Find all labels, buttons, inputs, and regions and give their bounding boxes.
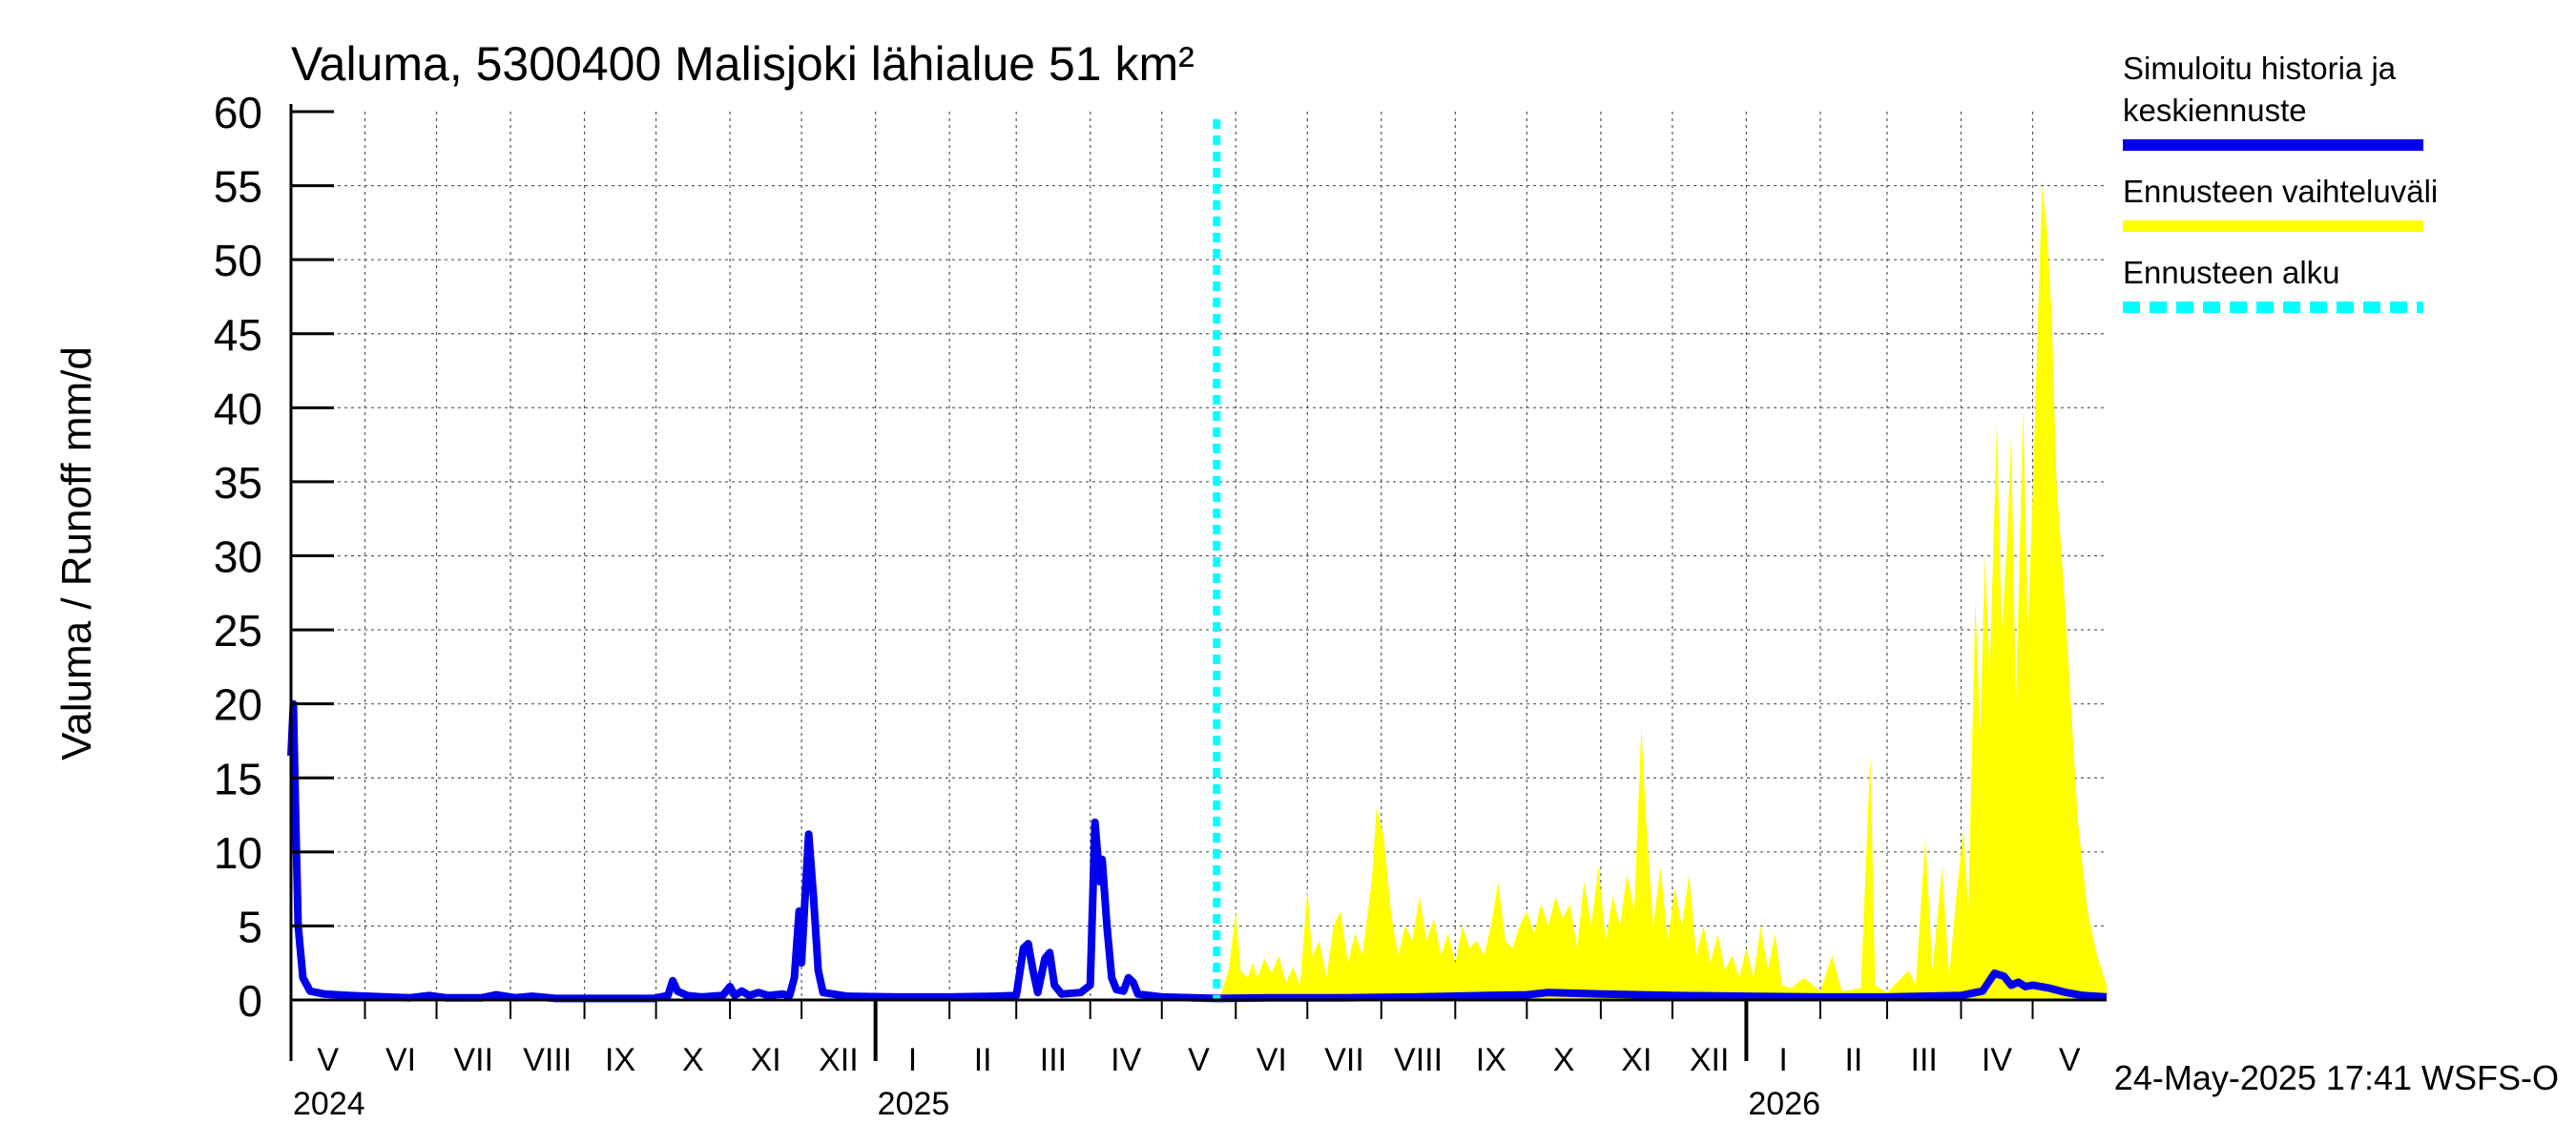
month-label: XI (1621, 1042, 1652, 1078)
legend-label: keskiennuste (2123, 93, 2307, 128)
month-label: VIII (523, 1042, 571, 1078)
y-tick-label: 35 (214, 458, 262, 508)
year-label: 2025 (878, 1086, 950, 1122)
month-label: X (682, 1042, 704, 1078)
y-tick-label: 30 (214, 532, 262, 582)
y-tick-label: 10 (214, 828, 262, 878)
month-label: II (974, 1042, 992, 1078)
legend-label: Ennusteen vaihteluväli (2123, 174, 2438, 209)
month-label: IV (1982, 1042, 2012, 1078)
legend: Simuloitu historia ja keskiennuste Ennuste… (2123, 51, 2438, 313)
y-axis-label: Valuma / Runoff mm/d (53, 346, 100, 760)
forecast-range-area (1216, 185, 2107, 1001)
y-tick-label: 50 (214, 236, 262, 285)
month-label: VI (385, 1042, 416, 1078)
month-label: IX (1476, 1042, 1506, 1078)
month-label: XII (1690, 1042, 1730, 1078)
chart-title: Valuma, 5300400 Malisjoki lähialue 51 km… (291, 37, 1195, 91)
month-label: VII (454, 1042, 494, 1078)
month-label: III (1040, 1042, 1067, 1078)
grid-lines (291, 112, 2107, 1000)
month-label: XII (819, 1042, 859, 1078)
y-tick-label: 20 (214, 680, 262, 730)
month-label: V (1188, 1042, 1210, 1078)
month-label: VII (1324, 1042, 1364, 1078)
y-tick-label: 40 (214, 384, 262, 433)
month-label: VI (1257, 1042, 1287, 1078)
y-tick-label: 0 (238, 976, 262, 1026)
y-tick-label: 5 (238, 902, 262, 951)
month-label: I (908, 1042, 917, 1078)
legend-label: Simuloitu historia ja (2123, 51, 2397, 86)
month-label: VIII (1394, 1042, 1443, 1078)
year-label: 2026 (1748, 1086, 1820, 1122)
y-tick-label: 15 (214, 754, 262, 803)
month-label: V (2059, 1042, 2081, 1078)
month-label: IX (605, 1042, 635, 1078)
y-tick-label: 60 (214, 88, 262, 137)
footer-timestamp: 24-May-2025 17:41 WSFS-O (2114, 1058, 2559, 1097)
month-label: II (1844, 1042, 1862, 1078)
month-label: V (317, 1042, 339, 1078)
month-label: III (1911, 1042, 1938, 1078)
simulated-history-line (287, 699, 2108, 1003)
forecast-range-layer (1216, 185, 2107, 1001)
month-label: XI (751, 1042, 781, 1078)
month-label: IV (1111, 1042, 1141, 1078)
y-tick-label: 25 (214, 606, 262, 656)
month-label: I (1778, 1042, 1787, 1078)
axes (289, 104, 2107, 1061)
y-tick-label: 45 (214, 310, 262, 360)
y-tick-label: 55 (214, 162, 262, 212)
legend-label: Ennusteen alku (2123, 255, 2340, 290)
month-label: X (1553, 1042, 1575, 1078)
year-label: 2024 (293, 1086, 365, 1122)
simulated-history-layer (287, 699, 2108, 1003)
